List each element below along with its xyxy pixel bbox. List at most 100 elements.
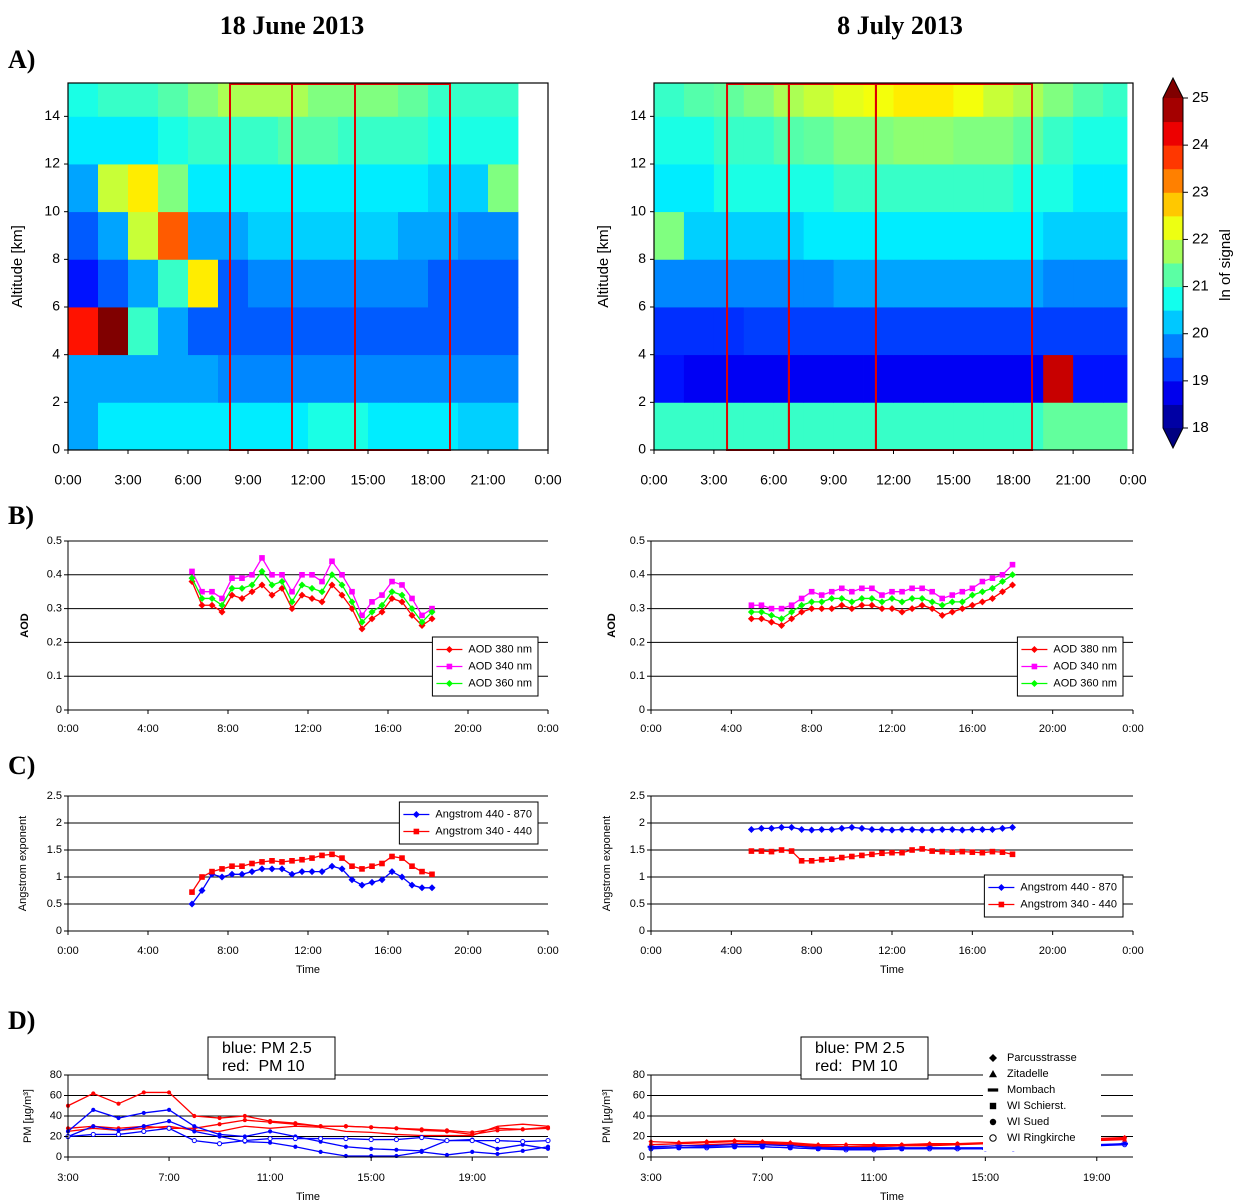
annotation-box <box>800 1036 929 1080</box>
data-point <box>928 605 936 613</box>
x-tick-label: 11:00 <box>257 1172 284 1184</box>
heatmap-cell <box>398 259 429 308</box>
heatmap-cell <box>338 83 369 117</box>
heatmap-cell <box>188 211 219 260</box>
annotation-text: blue: PM 2.5 <box>815 1040 905 1057</box>
data-point <box>209 588 215 595</box>
heatmap-cell <box>398 116 429 165</box>
data-point <box>495 1151 500 1157</box>
data-point <box>879 592 885 598</box>
data-point <box>899 588 905 595</box>
data-point <box>1009 571 1016 579</box>
y-tick-label: 2 <box>638 393 646 409</box>
x-tick-label: 4:00 <box>721 723 742 735</box>
heatmap-cell <box>488 83 519 117</box>
data-point <box>268 1120 273 1125</box>
heatmap-cell <box>128 354 159 403</box>
data-point <box>369 599 375 605</box>
heatmap-cell <box>128 402 159 451</box>
x-tick-label: 0:00 <box>640 472 667 488</box>
x-tick-label: 21:00 <box>1056 472 1091 488</box>
data-point <box>959 588 966 595</box>
data-point <box>216 1141 223 1147</box>
data-point <box>418 884 426 892</box>
annotation-text: red: PM 10 <box>222 1058 305 1075</box>
data-point <box>279 572 285 578</box>
y-tick-label: 0.5 <box>47 898 62 910</box>
data-point <box>209 868 215 875</box>
data-point <box>268 865 276 873</box>
data-point <box>757 615 765 623</box>
data-point <box>808 858 815 864</box>
data-point <box>258 865 266 873</box>
heatmap-cell <box>188 164 219 213</box>
data-point <box>394 1147 399 1152</box>
x-tick-label: 15:00 <box>936 472 971 488</box>
heatmap-cell <box>488 116 519 165</box>
heatmap-cell <box>1043 83 1074 117</box>
heatmap-cell <box>158 211 189 260</box>
data-point <box>818 598 826 606</box>
heatmap-cell <box>458 402 489 451</box>
data-point <box>242 1138 248 1144</box>
colorbar-band <box>1163 215 1183 240</box>
data-point <box>1009 561 1016 568</box>
colorbar-tick-label: 21 <box>1192 278 1209 295</box>
heatmap-cell <box>1073 116 1104 165</box>
data-point <box>918 594 926 602</box>
panel-label: A) <box>8 45 35 74</box>
x-tick-label: 8:00 <box>217 945 238 957</box>
x-tick-label: 4:00 <box>137 723 158 735</box>
data-point <box>116 1128 121 1133</box>
data-point <box>858 601 866 609</box>
x-tick-label: 12:00 <box>878 723 906 735</box>
colorbar-band <box>1163 286 1183 311</box>
heatmap-cell <box>654 354 685 403</box>
heatmap-cell <box>98 83 129 117</box>
data-point <box>319 852 325 859</box>
heatmap-cell <box>1073 307 1104 356</box>
x-tick-label: 9:00 <box>820 472 847 488</box>
heatmap-cell <box>398 164 429 213</box>
heatmap-cell <box>248 83 279 117</box>
x-tick-label: 12:00 <box>294 723 322 735</box>
y-tick-label: 10 <box>630 202 646 218</box>
colorbar-band <box>1163 98 1183 123</box>
data-point <box>788 823 796 831</box>
heatmap-cell <box>953 307 984 356</box>
data-point <box>319 578 325 585</box>
data-point <box>927 1145 932 1150</box>
data-point <box>258 581 266 589</box>
data-point <box>818 592 825 598</box>
legend-box <box>398 801 539 845</box>
y-axis-label: Angstrom exponent <box>17 816 29 911</box>
heatmap-cell <box>1103 259 1128 308</box>
data-point <box>495 1146 500 1151</box>
legend-label: WI Sued <box>1007 1116 1049 1128</box>
data-point <box>798 608 806 616</box>
colorbar-band <box>1163 357 1183 382</box>
data-point <box>858 594 866 602</box>
heatmap-cell <box>428 307 459 356</box>
heatmap-cell <box>368 307 399 356</box>
series-line <box>67 1127 549 1145</box>
data-point <box>908 825 916 833</box>
x-tick-label: 0:00 <box>57 945 78 957</box>
data-point <box>978 825 986 833</box>
data-point <box>409 863 415 869</box>
data-point <box>768 605 775 612</box>
y-tick-label: 80 <box>633 1069 645 1081</box>
data-point <box>378 608 386 616</box>
legend-label: Angstrom 440 - 870 <box>1020 881 1117 893</box>
heatmap-cell <box>833 211 864 260</box>
heatmap-cell <box>654 259 685 308</box>
data-point <box>358 618 366 626</box>
data-point <box>868 825 876 833</box>
heatmap-cell <box>458 83 489 117</box>
data-point <box>989 575 996 581</box>
x-tick-label: 0:00 <box>640 723 661 735</box>
data-point <box>378 601 386 609</box>
heatmap-cell <box>803 307 835 356</box>
data-point <box>818 856 825 863</box>
x-tick-label: 8:00 <box>801 723 822 735</box>
